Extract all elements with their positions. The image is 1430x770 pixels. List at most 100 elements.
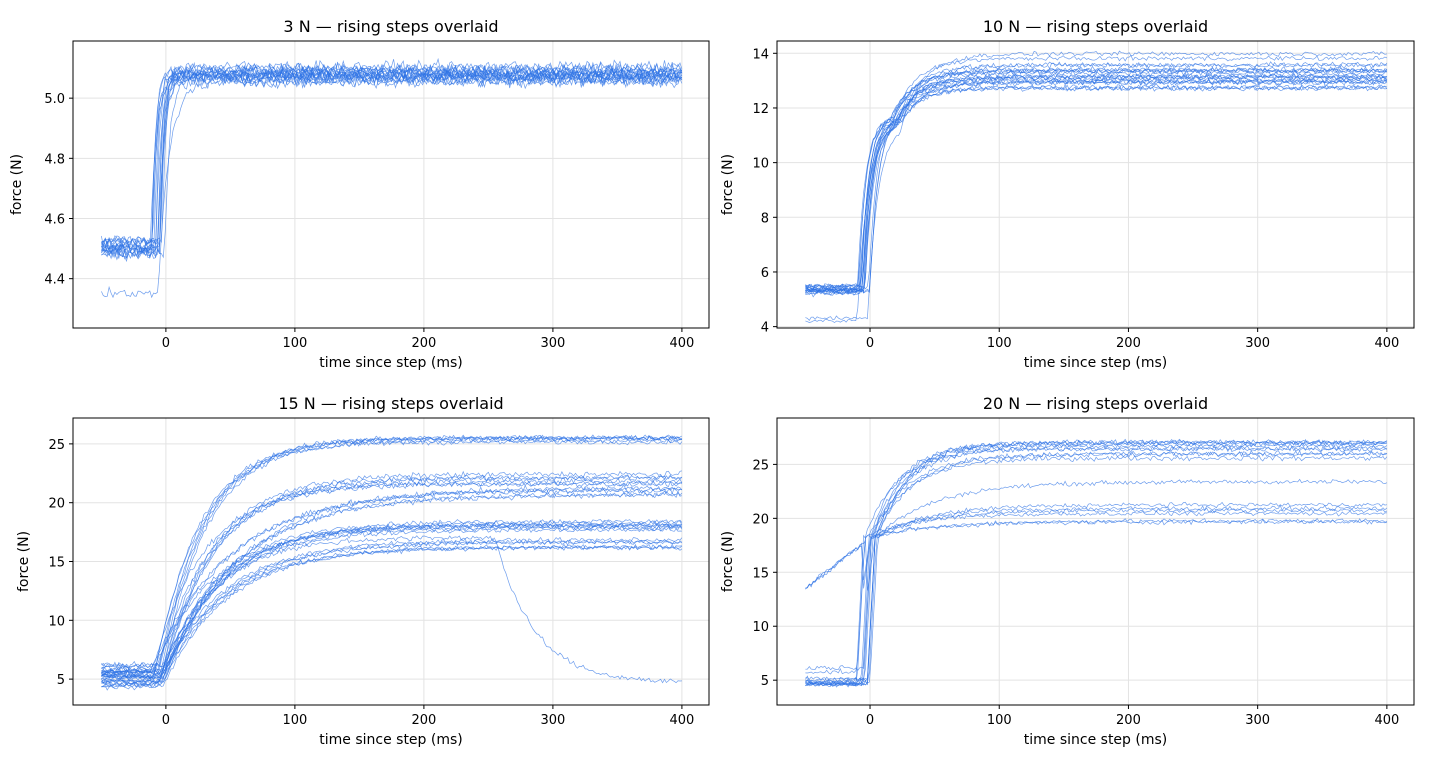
trace-line [805,61,1388,295]
trace-line [101,485,682,678]
y-tick-label: 20 [752,512,769,527]
trace-line [805,518,1388,675]
trace-line [101,526,682,684]
trace-line [101,479,683,670]
trace-line [805,75,1388,295]
trace-line [101,518,683,680]
y-axis-label: force (N) [720,154,736,215]
trace-line [805,76,1388,295]
x-tick-label: 400 [1374,713,1399,728]
x-tick-label: 100 [282,713,307,728]
trace-line [101,63,683,246]
y-tick-label: 8 [761,211,769,226]
plot-frame [72,40,710,329]
trace-line [805,507,1388,687]
trace-line [805,50,1388,321]
trace-line [805,83,1388,298]
trace-line [805,72,1387,292]
trace-line [805,438,1387,686]
y-tick-label: 4.4 [44,273,65,288]
x-tick-label: 200 [411,713,436,728]
trace-line [805,73,1387,295]
x-tick-label: 300 [540,336,565,351]
y-tick-label: 10 [752,620,769,635]
trace-line [101,63,683,249]
trace-line [805,69,1388,291]
y-tick-label: 10 [48,614,65,629]
trace-line [101,519,683,684]
trace-line [805,78,1388,294]
series-group [805,50,1388,324]
y-tick-label: 4 [761,321,769,336]
trace-line [101,490,682,676]
trace-line [101,66,682,255]
chart-panel-2: 0 100 200 300 400 4 6 8 10 12 14 10 N — rising step… [720,17,1415,371]
trace-line [805,441,1388,683]
x-axis-label: time since step (ms) [319,732,463,748]
y-tick-label: 5 [761,674,769,689]
x-tick-label: 200 [1116,713,1141,728]
trace-line [805,442,1388,687]
trace-line [805,54,1388,324]
series-group [805,438,1388,688]
trace-line [101,536,683,687]
y-axis-label: force (N) [720,531,736,592]
trace-line [805,501,1387,687]
x-tick-label: 300 [540,713,565,728]
trace-line [805,65,1388,289]
y-tick-label: 25 [48,438,65,453]
trace-line [101,62,683,248]
trace-line [101,67,683,261]
chart-title: 3 N — rising steps overlaid [283,17,498,36]
x-tick-label: 200 [1116,336,1141,351]
trace-line [101,434,683,675]
trace-line [805,510,1387,687]
trace-line [101,57,683,247]
y-tick-label: 4.8 [44,152,65,167]
trace-line [101,484,683,679]
y-tick-label: 14 [752,47,769,62]
y-axis-label: force (N) [9,154,25,215]
trace-line [101,434,683,679]
trace-line [101,539,683,691]
trace-line [805,438,1388,687]
trace-line [101,434,683,675]
trace-line [805,504,1388,687]
trace-line [805,67,1388,290]
x-tick-label: 0 [866,336,874,351]
y-tick-label: 12 [752,102,769,117]
chart-panel-3: 0 100 200 300 400 5 10 15 20 25 15 N — rising step… [16,394,710,748]
trace-line [805,78,1388,293]
chart-title: 10 N — rising steps overlaid [983,17,1208,36]
trace-line [805,77,1388,295]
y-tick-label: 4.6 [44,212,65,227]
trace-line [101,65,683,259]
y-tick-label: 25 [752,458,769,473]
trace-line [805,84,1388,293]
trace-line [805,83,1387,293]
trace-line [101,538,682,687]
x-tick-label: 300 [1245,336,1270,351]
x-tick-label: 100 [987,336,1012,351]
trace-line [805,66,1388,293]
trace-line [805,72,1387,292]
y-tick-label: 5.0 [44,92,65,107]
x-axis-label: time since step (ms) [1024,355,1168,371]
trace-line [101,486,682,677]
y-tick-label: 5 [57,673,65,688]
chart-panel-4: 0 100 200 300 400 5 10 15 20 25 20 N — rising step… [720,394,1415,748]
series-group [101,434,683,691]
chart-title: 15 N — rising steps overlaid [278,394,503,413]
plot-frame [776,417,1415,706]
trace-line [805,518,1388,671]
y-tick-label: 6 [761,266,769,281]
plot-frame [776,40,1415,329]
trace-line [805,61,1388,290]
trace-line [805,450,1388,591]
x-tick-label: 400 [1374,336,1399,351]
x-tick-label: 400 [669,336,694,351]
trace-line [805,449,1388,589]
y-tick-label: 10 [752,157,769,172]
x-axis-label: time since step (ms) [319,355,463,371]
